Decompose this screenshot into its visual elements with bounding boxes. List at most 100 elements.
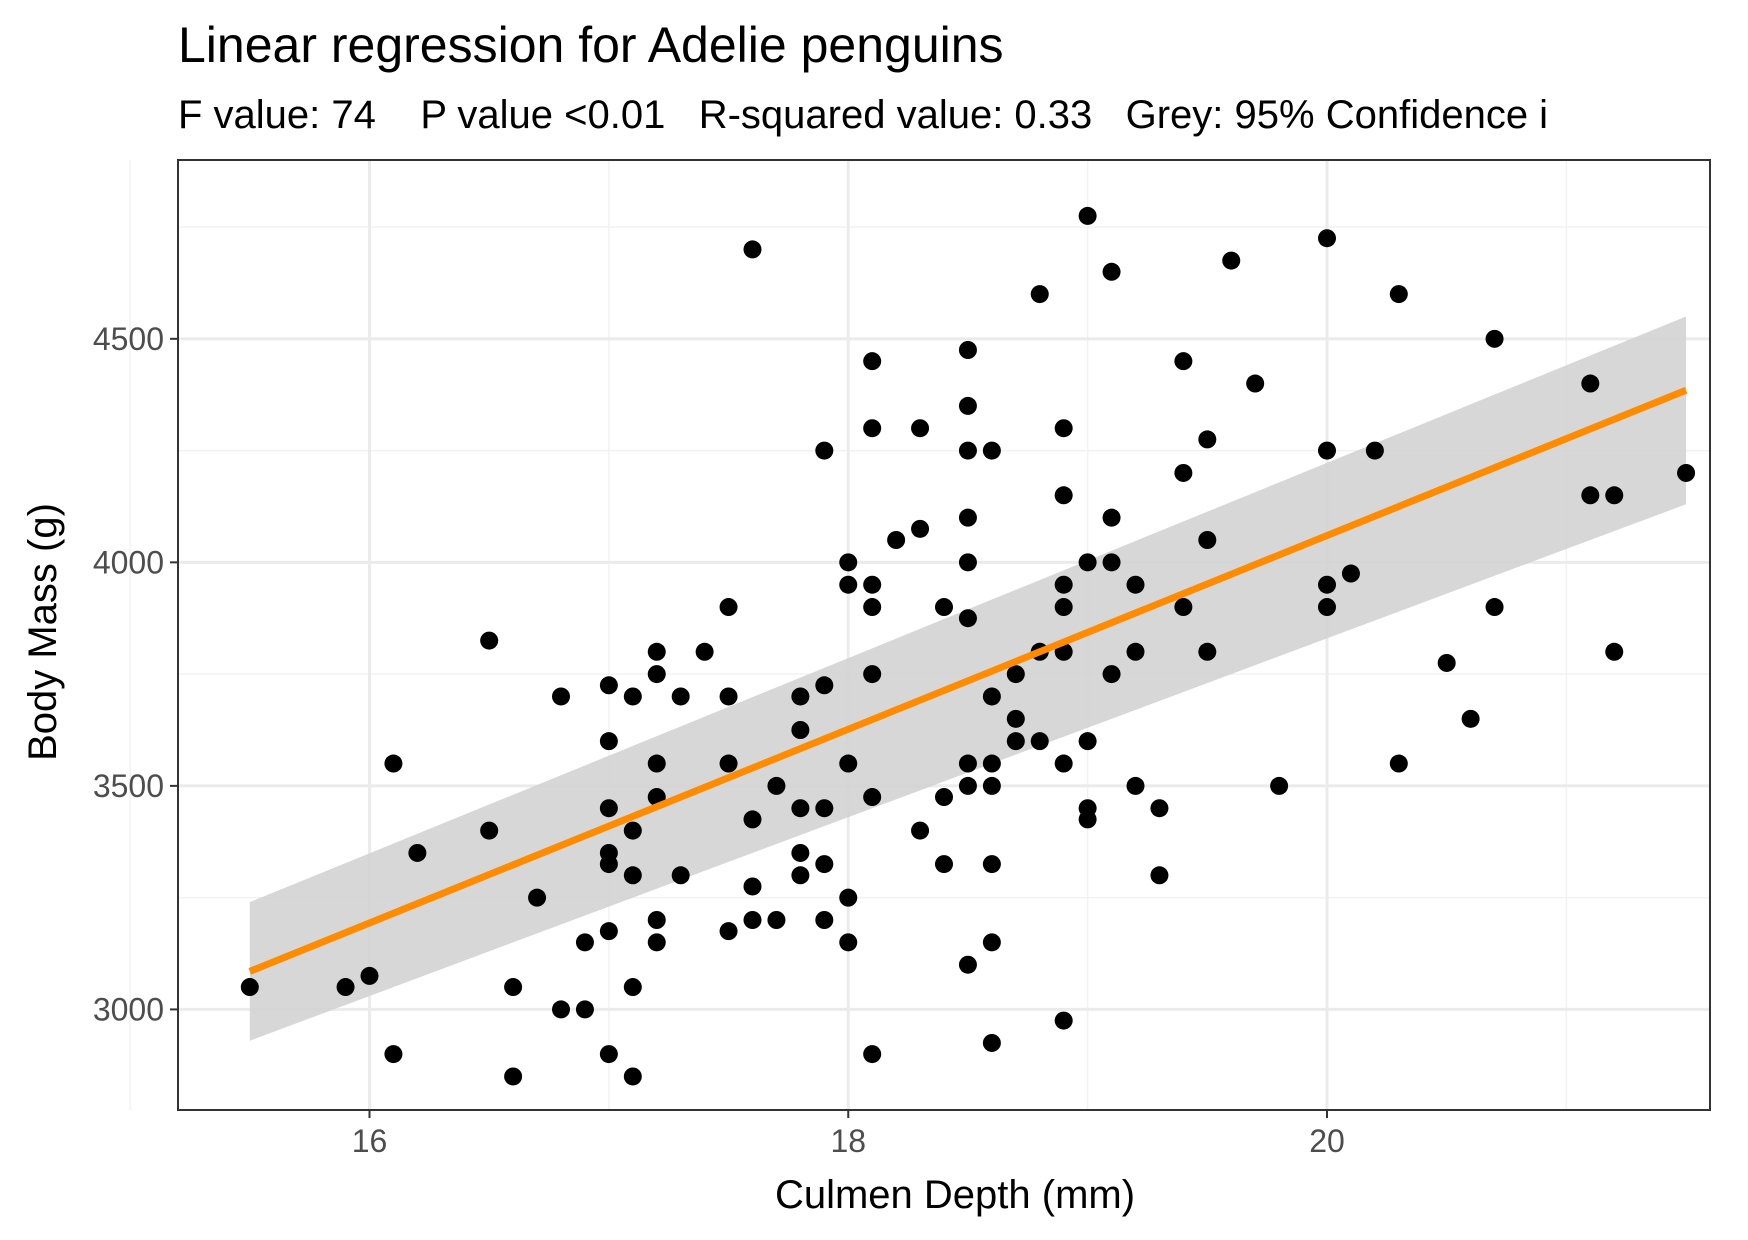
data-point [1341,564,1360,583]
data-point [1078,206,1097,225]
data-point [1389,754,1408,773]
data-point [839,888,858,907]
data-point [1198,642,1217,661]
data-point [839,575,858,594]
data-point [839,933,858,952]
data-point [982,933,1001,952]
data-point [958,341,977,359]
y-tick-label: 4000 [93,544,164,580]
data-point [1054,419,1073,438]
data-point [1054,598,1073,617]
data-point [1437,653,1456,672]
x-tick-label: 16 [352,1123,388,1159]
data-point [1126,776,1145,795]
data-point [480,821,499,840]
data-point [1270,776,1289,795]
data-point [863,419,882,438]
data-point [552,1000,570,1019]
data-point [863,598,882,617]
data-point [1389,285,1408,304]
data-point [552,687,570,706]
data-point [671,866,690,885]
data-point [791,843,810,862]
chart-title: Linear regression for Adelie penguins [178,17,1004,73]
panel-border [177,159,1711,1111]
data-point [1102,262,1121,281]
data-point [958,508,977,527]
data-point [575,933,594,952]
data-point [958,553,977,572]
data-point [336,978,355,997]
data-point [958,955,977,974]
data-point [623,978,642,997]
data-point [887,531,906,549]
data-point [1605,642,1624,661]
x-tick-label: 18 [830,1123,866,1159]
data-point [240,978,259,997]
data-point [743,911,762,929]
data-point [671,687,690,706]
data-point [1461,709,1480,728]
data-point [1102,508,1121,527]
data-point [958,754,977,773]
data-point [1174,352,1193,371]
data-point [743,877,762,896]
data-point [1318,229,1336,248]
data-point [1006,709,1025,728]
data-point [1318,575,1336,594]
data-point [863,352,882,371]
data-point [815,855,834,874]
data-point [599,732,618,751]
data-point [599,922,618,941]
data-point [1246,374,1265,393]
x-axis-title: Culmen Depth (mm) [775,1173,1135,1217]
data-point [623,821,642,840]
data-point [480,631,499,650]
data-point [982,1033,1001,1052]
data-point [1006,732,1025,751]
data-point [1318,598,1336,617]
data-point [863,788,882,807]
data-point [408,843,427,862]
data-point [504,1067,523,1086]
data-point [1605,486,1624,505]
x-axis: 16 18 20 [352,1110,1345,1159]
data-point [958,609,977,628]
data-point [623,687,642,706]
data-point [911,419,930,438]
data-point [958,396,977,415]
x-tick-label: 20 [1309,1123,1345,1159]
data-point [863,575,882,594]
data-point [1485,329,1504,348]
data-point [982,754,1001,773]
data-point [1581,374,1600,393]
data-point [647,642,666,661]
data-point [599,799,618,818]
data-point [815,441,834,460]
data-point [647,933,666,952]
data-point [935,855,953,874]
data-point [719,922,738,941]
data-point [647,754,666,773]
data-point [815,799,834,818]
data-points [240,206,1696,1086]
data-point [1198,531,1217,549]
y-tick-label: 3500 [93,768,164,804]
y-axis: 3000 3500 4000 4500 [93,321,178,1027]
data-point [935,598,953,617]
data-point [791,721,810,739]
data-point [863,665,882,684]
data-point [623,866,642,885]
data-point [791,799,810,818]
data-point [815,911,834,929]
data-point [767,776,786,795]
chart-subtitle: F value: 74 P value <0.01 R-squared valu… [178,93,1548,137]
data-point [1078,553,1097,572]
data-point [743,240,762,259]
data-point [528,888,547,907]
data-point [1078,732,1097,751]
data-point [982,441,1001,460]
data-point [767,911,786,929]
data-point [911,519,930,538]
